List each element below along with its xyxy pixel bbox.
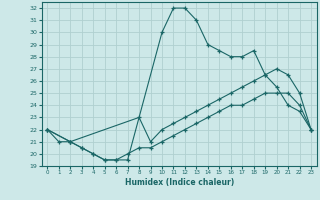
X-axis label: Humidex (Indice chaleur): Humidex (Indice chaleur): [124, 178, 234, 187]
